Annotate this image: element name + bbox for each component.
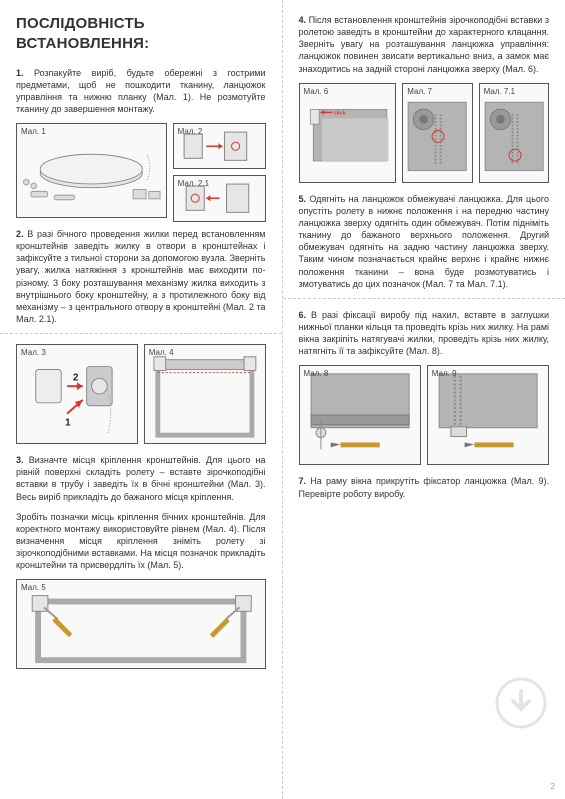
figure-row-1: Мал. 1 Мал. 2 bbox=[16, 123, 266, 218]
step-3-num: 3. bbox=[16, 455, 24, 465]
page-title: ПОСЛІДОВНІСТЬ ВСТАНОВЛЕННЯ: bbox=[16, 14, 266, 55]
step-2-text: 2. В разі бічного проведення жилки перед… bbox=[16, 228, 266, 325]
figure-3-svg: 2 1 bbox=[17, 345, 137, 443]
figure-9: Мал. 9 bbox=[427, 365, 549, 465]
figure-4: Мал. 4 bbox=[144, 344, 266, 444]
figure-4-label: Мал. 4 bbox=[149, 348, 174, 359]
step-5-body: Одягніть на ланцюжок обмежувачі ланцюжка… bbox=[299, 194, 550, 289]
figure-8-svg bbox=[300, 366, 420, 464]
figure-9-label: Мал. 9 bbox=[432, 369, 457, 380]
figure-5-svg bbox=[17, 580, 265, 668]
figure-6-label: Мал. 6 bbox=[304, 87, 329, 98]
figure-7-svg bbox=[403, 84, 471, 182]
arrow-1-text: 1 bbox=[65, 418, 71, 429]
step-7-text: 7. На раму вікна прикрутіть фіксатор лан… bbox=[299, 475, 550, 499]
figure-2: Мал. 2 bbox=[173, 123, 266, 169]
click-label: click bbox=[333, 110, 345, 116]
step-7-num: 7. bbox=[299, 476, 307, 486]
step-6-num: 6. bbox=[299, 310, 307, 320]
arrow-2-text: 2 bbox=[73, 372, 79, 383]
watermark-icon bbox=[495, 677, 547, 729]
figure-9-svg bbox=[428, 366, 548, 464]
step-2-body: В разі бічного проведення жилки перед вс… bbox=[16, 229, 266, 324]
divider-2 bbox=[283, 298, 565, 299]
figure-7-1: Мал. 7.1 bbox=[479, 83, 549, 183]
step-3a-body: Визначте місця кріплення кронштейнів. Дл… bbox=[16, 455, 266, 501]
step-5-num: 5. bbox=[299, 194, 307, 204]
step-4-num: 4. bbox=[299, 15, 307, 25]
figure-row-5: Мал. 8 Мал. 9 bbox=[299, 365, 550, 465]
figure-3: Мал. 3 2 1 bbox=[16, 344, 138, 444]
figure-5-label: Мал. 5 bbox=[21, 583, 46, 594]
figure-2-1-label: Мал. 2.1 bbox=[178, 179, 209, 190]
page-number: 2 bbox=[551, 782, 555, 793]
figure-2-label: Мал. 2 bbox=[178, 127, 203, 138]
figure-7-label: Мал. 7 bbox=[407, 87, 432, 98]
figure-1-label: Мал. 1 bbox=[21, 127, 46, 138]
figure-2-1: Мал. 2.1 bbox=[173, 175, 266, 221]
step-4-text: 4. Після встановлення кронштейнів зірочк… bbox=[299, 14, 550, 75]
step-7-body: На раму вікна прикрутіть фіксатор ланцюж… bbox=[299, 476, 550, 498]
figure-row-3: Мал. 5 bbox=[16, 579, 266, 669]
figure-6-svg: click bbox=[300, 84, 396, 182]
figure-7: Мал. 7 bbox=[402, 83, 472, 183]
figure-8: Мал. 8 bbox=[299, 365, 421, 465]
figure-1-svg bbox=[17, 124, 166, 217]
figure-5: Мал. 5 bbox=[16, 579, 266, 669]
step-3a-text: 3. Визначте місця кріплення кронштейнів.… bbox=[16, 454, 266, 503]
step-6-text: 6. В разі фіксації виробу під нахил, вст… bbox=[299, 309, 550, 358]
step-1-body: Розпакуйте виріб, будьте обережні з гост… bbox=[16, 68, 266, 114]
step-3b-text: Зробіть позначки місць кріплення бічних … bbox=[16, 511, 266, 572]
step-2-num: 2. bbox=[16, 229, 24, 239]
figure-7-1-label: Мал. 7.1 bbox=[484, 87, 515, 98]
step-4-body: Після встановлення кронштейнів зірочкопо… bbox=[299, 15, 550, 74]
figure-6: Мал. 6 click bbox=[299, 83, 397, 183]
figure-8-label: Мал. 8 bbox=[304, 369, 329, 380]
left-column: ПОСЛІДОВНІСТЬ ВСТАНОВЛЕННЯ: 1. Розпакуйт… bbox=[0, 0, 283, 799]
figure-4-svg bbox=[145, 345, 265, 443]
step-1-text: 1. Розпакуйте виріб, будьте обережні з г… bbox=[16, 67, 266, 116]
step-5-text: 5. Одягніть на ланцюжок обмежувачі ланцю… bbox=[299, 193, 550, 290]
figure-3-label: Мал. 3 bbox=[21, 348, 46, 359]
divider-1 bbox=[0, 333, 282, 334]
figure-row-2: Мал. 3 2 1 Мал. 4 bbox=[16, 344, 266, 444]
step-1-num: 1. bbox=[16, 68, 24, 78]
step-3b-body: Зробіть позначки місць кріплення бічних … bbox=[16, 512, 266, 571]
figure-row-4: Мал. 6 click Мал. 7 bbox=[299, 83, 550, 183]
figure-1: Мал. 1 bbox=[16, 123, 167, 218]
step-6-body: В разі фіксації виробу під нахил, вставт… bbox=[299, 310, 550, 356]
figure-7-1-svg bbox=[480, 84, 548, 182]
